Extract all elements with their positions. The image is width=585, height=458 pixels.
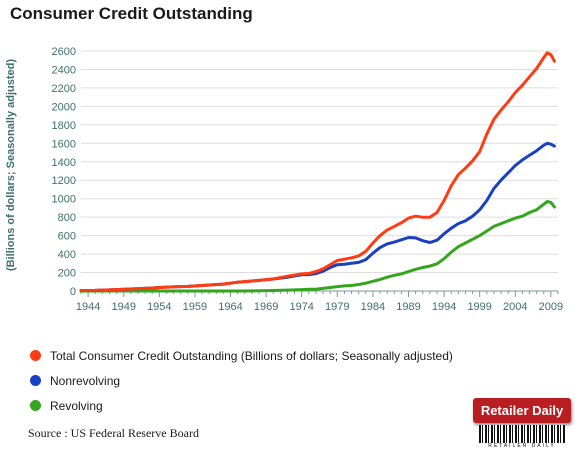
x-tick-label: 1969 (254, 301, 278, 313)
x-tick-label: 2009 (539, 301, 563, 313)
legend-swatch-nonrevolving (30, 375, 41, 386)
grid-lines (80, 50, 559, 297)
y-tick-label: 1800 (52, 120, 76, 132)
x-tick-label: 1979 (325, 301, 349, 313)
x-tick-label: 1954 (147, 301, 171, 313)
y-tick-label: 2400 (52, 64, 76, 76)
chart-title: Consumer Credit Outstanding (10, 4, 253, 23)
x-tick-label: 1999 (467, 301, 491, 313)
retailer-daily-logo: Retailer Daily RETAILER DAILY (473, 398, 571, 449)
x-tick-label: 1964 (218, 301, 242, 313)
x-tick-labels: 1944 1949 1954 1959 1964 1969 1974 1979 1984 1989… (76, 301, 563, 313)
line-chart: 0 200 400 600 800 1000 1200 1400 1600 1800 2000 220… (52, 46, 564, 313)
y-tick-label: 400 (58, 249, 76, 261)
y-tick-label: 600 (58, 231, 76, 243)
x-tick-label: 1959 (183, 301, 207, 313)
legend-item-revolving[interactable]: Revolving (30, 393, 453, 418)
legend: Total Consumer Credit Outstanding (Billi… (30, 343, 453, 418)
x-tick-label: 1944 (76, 301, 100, 313)
legend-swatch-total (30, 350, 41, 361)
barcode-icon (479, 425, 565, 443)
series-line-total (79, 51, 556, 292)
y-tick-label: 2000 (52, 101, 76, 113)
legend-item-nonrevolving[interactable]: Nonrevolving (30, 368, 453, 393)
y-tick-label: 1400 (52, 157, 76, 169)
y-tick-label: 1200 (52, 175, 76, 187)
y-tick-label: 2200 (52, 83, 76, 95)
y-tick-label: 1600 (52, 138, 76, 150)
y-tick-label: 200 (58, 268, 76, 280)
logo-subtext: RETAILER DAILY (488, 443, 556, 449)
x-tick-label: 1949 (111, 301, 135, 313)
source-note: Source : US Federal Reserve Board (28, 426, 199, 440)
y-tick-label: 800 (58, 212, 76, 224)
legend-label-nonrevolving: Nonrevolving (50, 373, 121, 388)
y-tick-labels: 0 200 400 600 800 1000 1200 1400 1600 1800 2000 220… (52, 46, 76, 298)
x-tick-label: 1974 (289, 301, 313, 313)
x-tick-label: 1994 (432, 301, 456, 313)
y-tick-label: 0 (70, 286, 76, 298)
y-tick-label: 1000 (52, 194, 76, 206)
legend-label-revolving: Revolving (50, 398, 103, 413)
logo-text: Retailer Daily (473, 398, 571, 423)
legend-swatch-revolving (30, 400, 41, 411)
y-tick-label: 2600 (52, 46, 76, 58)
x-tick-label: 1984 (361, 301, 385, 313)
series-line-revolving (79, 200, 556, 293)
series-lines (79, 51, 556, 293)
legend-item-total[interactable]: Total Consumer Credit Outstanding (Billi… (30, 343, 453, 368)
x-tick-label: 2004 (503, 301, 527, 313)
x-tick-label: 1989 (396, 301, 420, 313)
legend-label-total: Total Consumer Credit Outstanding (Billi… (50, 348, 453, 363)
